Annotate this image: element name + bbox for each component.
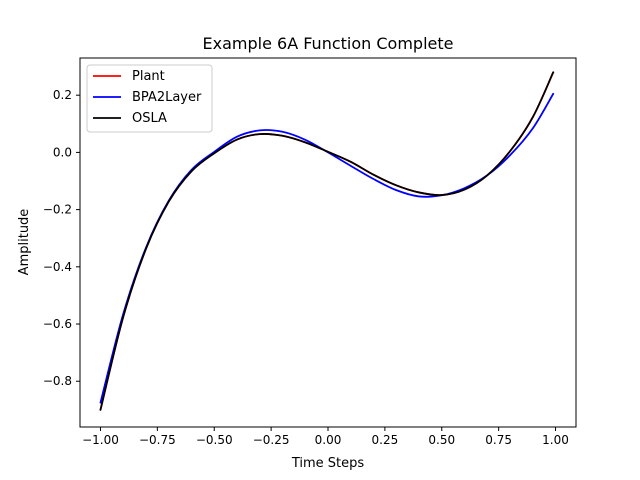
x-tick-label: 0.50 xyxy=(428,433,455,447)
y-axis-label: Amplitude xyxy=(17,209,32,276)
y-tick-label: 0.0 xyxy=(53,145,72,159)
legend: Plant BPA2Layer OSLA xyxy=(86,64,213,133)
x-tick-label: 0.00 xyxy=(315,433,342,447)
x-tick-label: −1.00 xyxy=(82,433,119,447)
series-line-osla xyxy=(99,71,555,411)
x-tick-label: 0.75 xyxy=(485,433,512,447)
chart-title: Example 6A Function Complete xyxy=(203,34,454,53)
legend-label: OSLA xyxy=(132,111,167,126)
y-tick-label: −0.8 xyxy=(43,374,72,388)
legend-box xyxy=(86,64,213,133)
legend-label: Plant xyxy=(132,69,165,84)
x-tick-label: 1.00 xyxy=(542,433,569,447)
legend-label: BPA2Layer xyxy=(132,90,202,105)
x-tick-label: −0.25 xyxy=(253,433,290,447)
y-tick-label: −0.4 xyxy=(43,260,72,274)
y-tick-label: −0.2 xyxy=(43,203,72,217)
y-axis-ticks: −0.8 −0.6 −0.4 −0.2 0.0 0.2 xyxy=(43,88,80,388)
x-axis-label: Time Steps xyxy=(291,456,365,471)
x-tick-label: −0.75 xyxy=(139,433,176,447)
plot-area xyxy=(79,57,577,428)
x-tick-label: 0.25 xyxy=(372,433,399,447)
x-axis-ticks: −1.00 −0.75 −0.50 −0.25 0.00 0.25 0.50 0.75 1.00 xyxy=(82,427,569,447)
series-layer xyxy=(99,71,555,411)
y-tick-label: 0.2 xyxy=(53,88,72,102)
x-tick-label: −0.50 xyxy=(196,433,233,447)
y-tick-label: −0.6 xyxy=(43,317,72,331)
